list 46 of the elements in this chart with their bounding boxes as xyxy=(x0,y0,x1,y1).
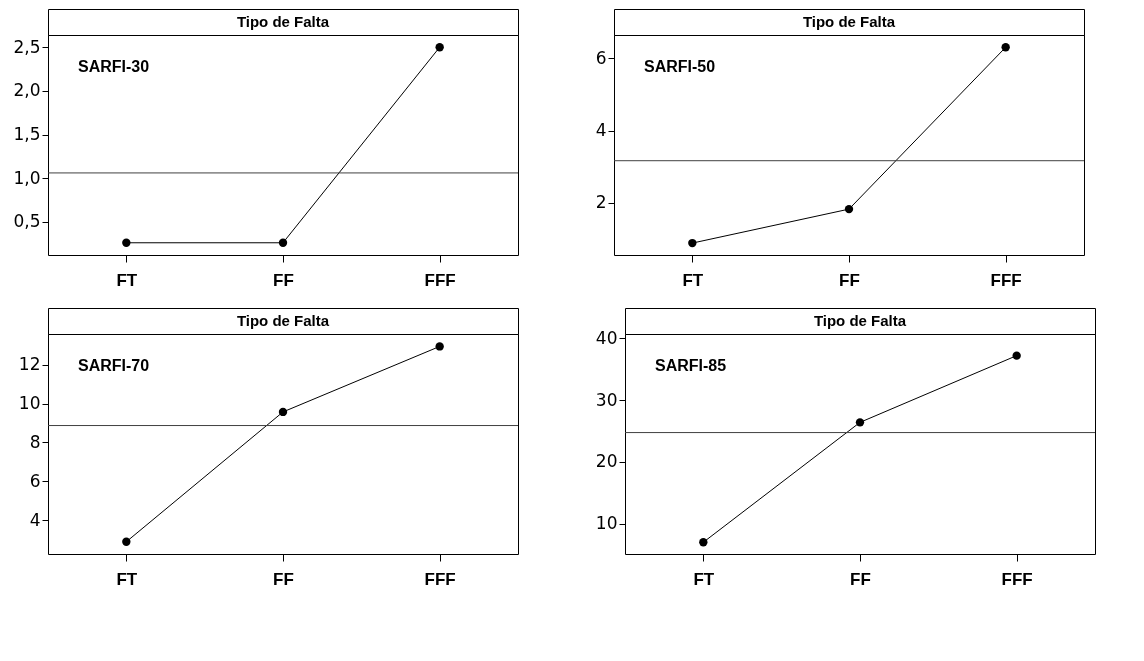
x-tick-label: FF xyxy=(839,270,860,290)
x-tick-label: FFF xyxy=(424,569,456,589)
point xyxy=(278,407,288,417)
annotation: SARFI-30 xyxy=(78,58,150,75)
x-tick-label: FF xyxy=(273,569,294,589)
y-tick-label: 4 xyxy=(29,509,41,530)
y-tick-label: 1,0 xyxy=(13,167,41,188)
chart-title: Tipo de Falta xyxy=(236,13,330,30)
y-tick-label: 20 xyxy=(595,451,618,472)
chart-title: Tipo de Falta xyxy=(236,312,330,329)
annotation: SARFI-50 xyxy=(644,58,716,75)
x-tick-label: FF xyxy=(850,569,871,589)
y-tick-label: 4 xyxy=(595,120,607,141)
point xyxy=(699,538,708,547)
point xyxy=(435,342,444,351)
y-tick-label: 6 xyxy=(595,47,607,68)
point xyxy=(1001,43,1010,52)
x-tick-label: FT xyxy=(116,569,138,589)
point xyxy=(1012,351,1021,360)
y-tick-label: 10 xyxy=(595,513,618,534)
y-tick-label: 6 xyxy=(29,470,41,491)
x-tick-label: FF xyxy=(273,270,294,290)
y-tick-label: 0,5 xyxy=(13,211,41,232)
x-tick-label: FFF xyxy=(1001,569,1033,589)
y-tick-label: 12 xyxy=(18,354,41,375)
point xyxy=(855,418,865,427)
y-tick-label: 2,0 xyxy=(13,80,41,101)
point xyxy=(122,537,131,546)
x-tick-label: FT xyxy=(693,569,715,589)
y-tick-label: 40 xyxy=(595,327,618,348)
x-tick-label: FFF xyxy=(990,270,1022,290)
x-tick-label: FT xyxy=(682,270,704,290)
point xyxy=(844,204,854,214)
y-tick-label: 8 xyxy=(29,431,41,452)
x-tick-label: FFF xyxy=(424,270,456,290)
annotation: SARFI-85 xyxy=(655,357,727,374)
chart-title: Tipo de Falta xyxy=(802,13,896,30)
annotation: SARFI-70 xyxy=(78,357,150,374)
point xyxy=(688,238,697,248)
y-tick-label: 2,5 xyxy=(13,36,41,57)
y-tick-label: 10 xyxy=(18,393,41,414)
chart-title: Tipo de Falta xyxy=(813,312,907,329)
y-tick-label: 30 xyxy=(595,389,618,410)
y-tick-label: 2 xyxy=(595,192,607,213)
x-tick-label: FT xyxy=(116,270,138,290)
y-tick-label: 1,5 xyxy=(13,124,41,145)
